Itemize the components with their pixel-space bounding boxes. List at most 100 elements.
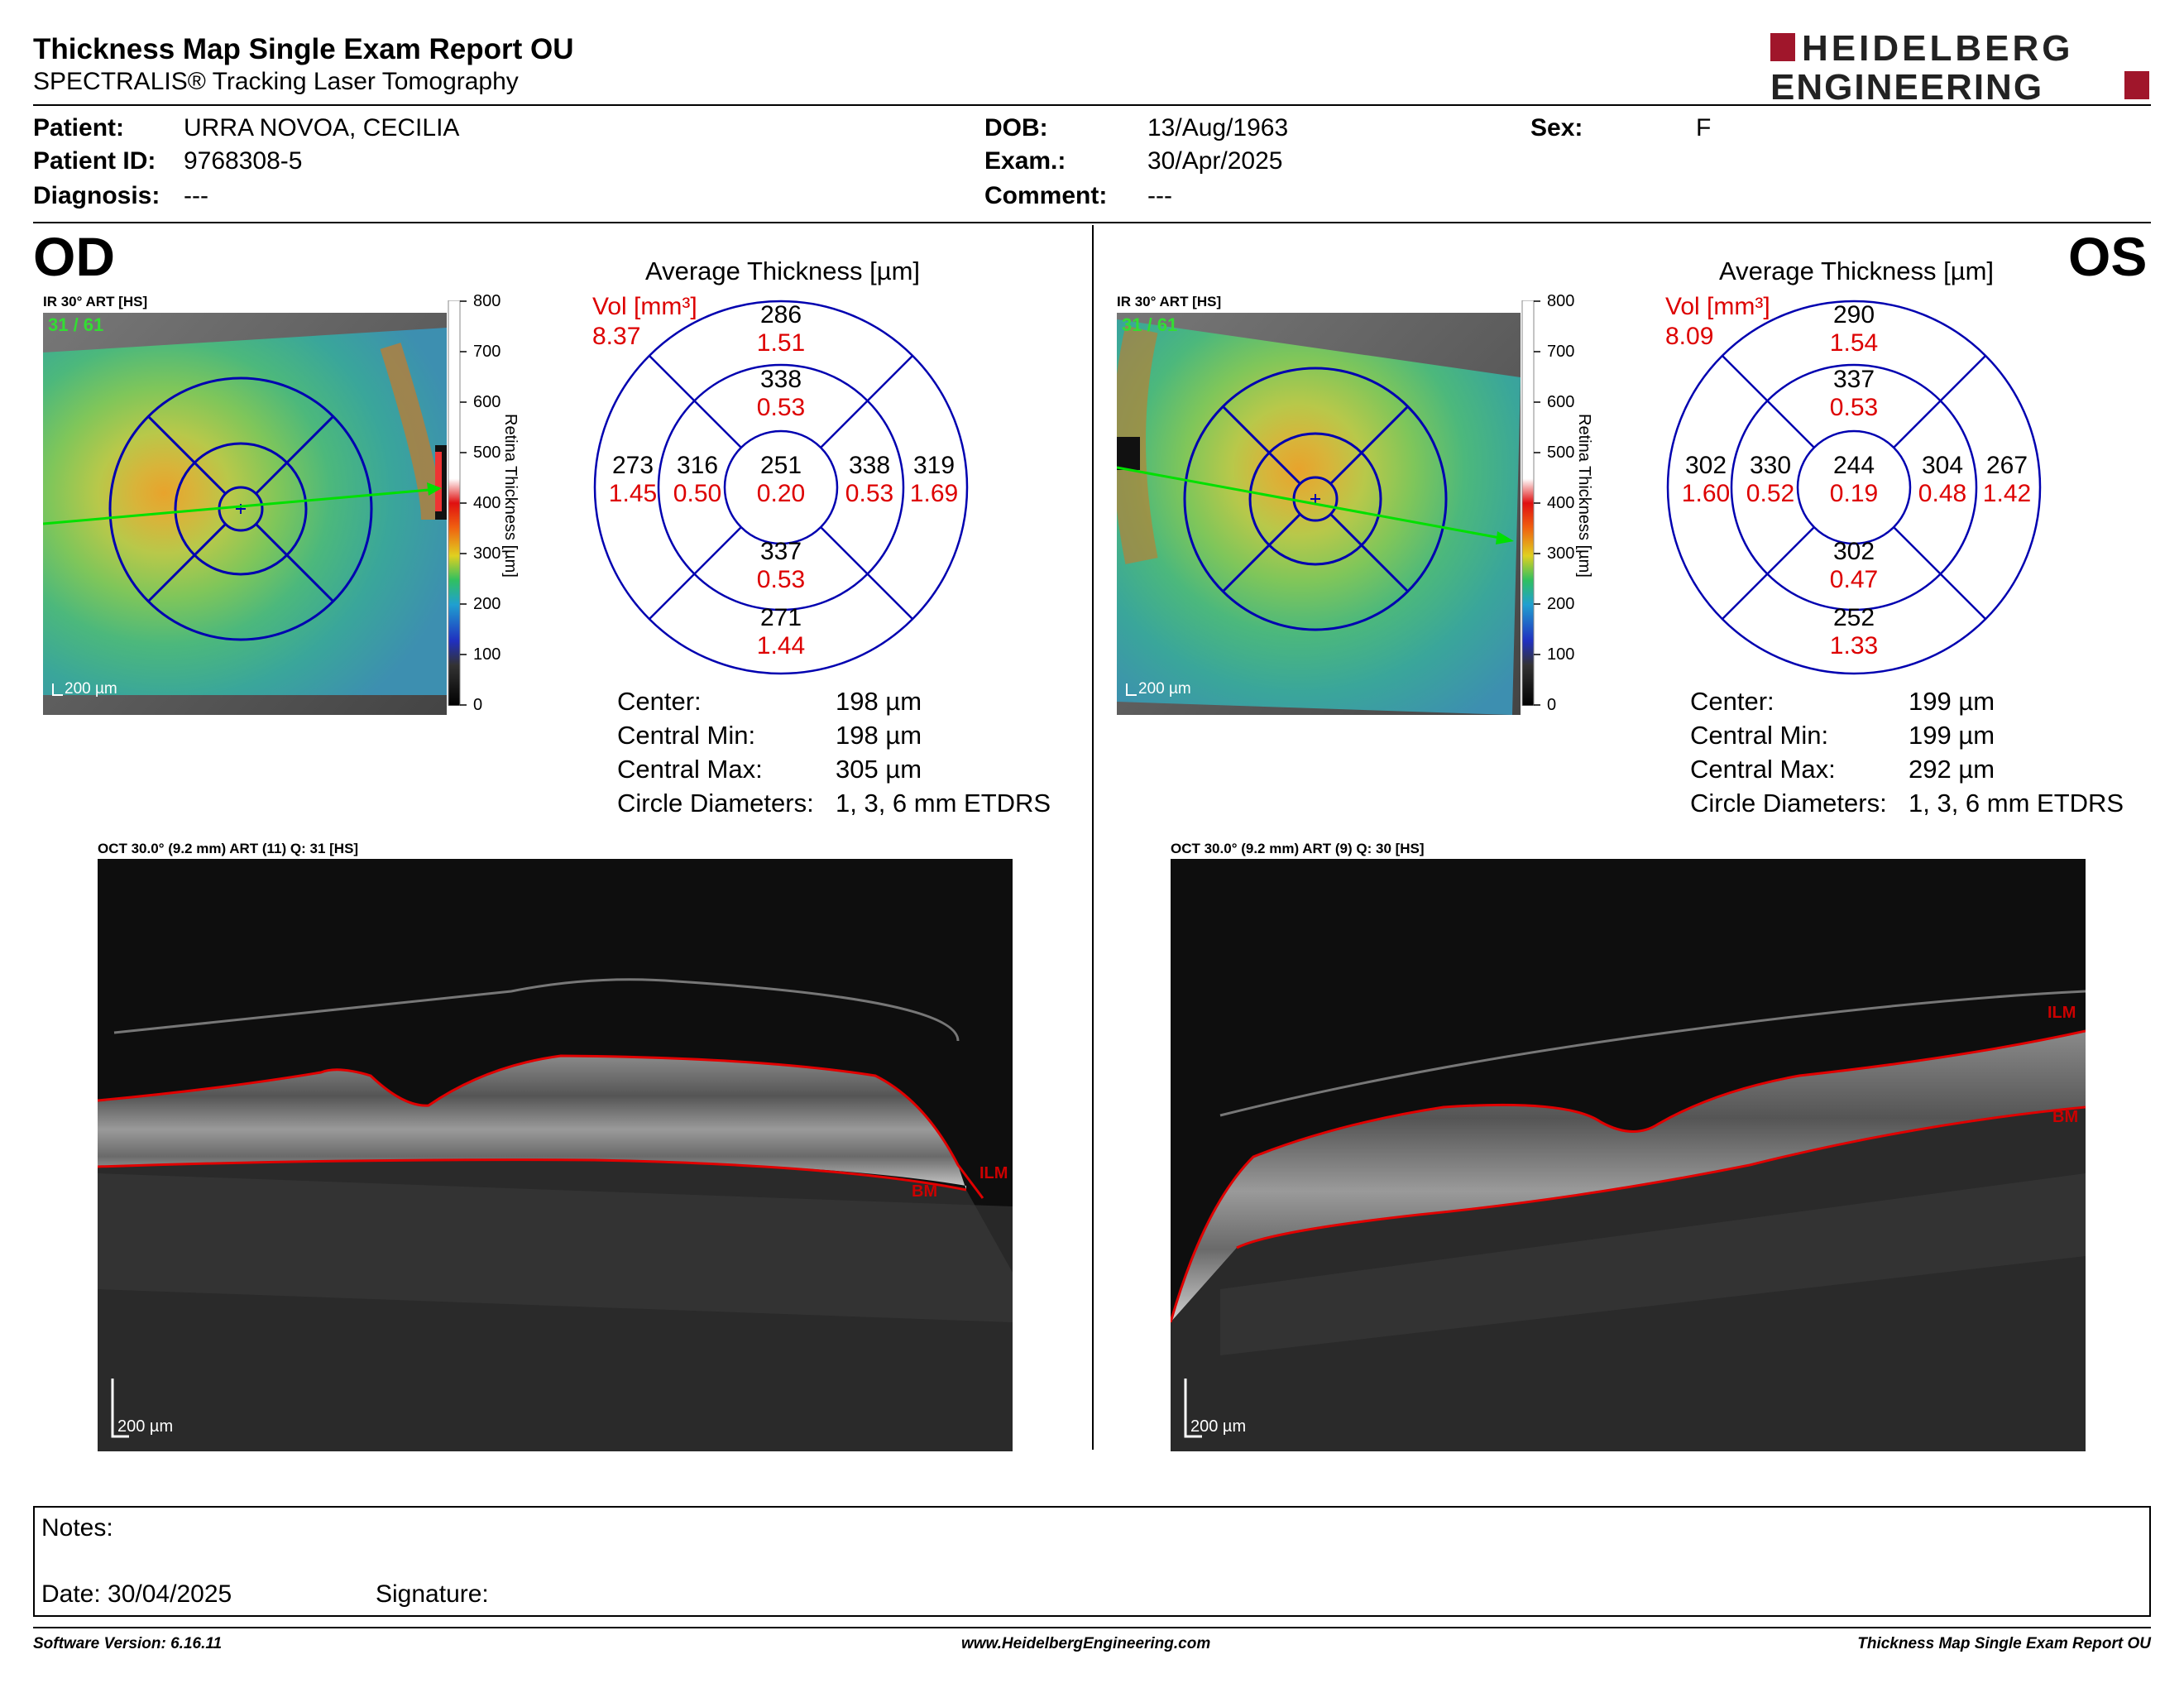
- od-central-min-label: Central Min:: [617, 721, 756, 750]
- patient-id: 9768308-5: [184, 147, 303, 175]
- od-vol-total: 8.37: [592, 323, 641, 350]
- od-outer-inferior: 271 1.44: [756, 604, 806, 659]
- od-inner-superior: 338 0.53: [756, 366, 806, 421]
- os-ir-label: IR 30° ART [HS]: [1117, 294, 1222, 309]
- os-eye-label: OS: [2068, 226, 2148, 287]
- od-colorbar-title: Retina Thickness [µm]: [501, 414, 520, 578]
- od-inner-nasal: 338 0.53: [845, 452, 894, 507]
- od-central-min-value: 198 µm: [836, 721, 922, 750]
- os-circle-diam-label: Circle Diameters:: [1690, 789, 1887, 818]
- os-central-max-value: 292 µm: [1909, 755, 1995, 784]
- exam-label: Exam.:: [984, 147, 1066, 175]
- od-bm-tag: BM: [912, 1182, 937, 1201]
- od-oct-scale: 200 µm: [117, 1417, 173, 1436]
- od-cbar-tick-0: 0: [473, 696, 483, 714]
- od-ir-label: IR 30° ART [HS]: [43, 294, 148, 309]
- os-outer-superior: 290 1.54: [1829, 301, 1879, 357]
- od-center-label: Center:: [617, 687, 702, 716]
- od-central-max-label: Central Max:: [617, 755, 763, 784]
- report-title: Thickness Map Single Exam Report OU: [33, 33, 574, 65]
- os-cbar-tick-600: 600: [1547, 393, 1575, 411]
- comment-label: Comment:: [984, 182, 1108, 209]
- od-oct-bscan: ILM BM 200 µm: [98, 859, 1013, 1451]
- exam-date: 30/Apr/2025: [1147, 147, 1283, 175]
- os-vol-label: Vol [mm³]: [1665, 293, 1770, 320]
- os-cbar-tick-300: 300: [1547, 544, 1575, 563]
- od-cbar-tick-100: 100: [473, 645, 501, 664]
- heidelberg-logo: HEIDELBERG ENGINEERING: [1770, 28, 2151, 108]
- os-quality-score: 31 / 61: [1122, 314, 1177, 335]
- notes-signature-label: Signature:: [376, 1580, 489, 1608]
- dob-label: DOB:: [984, 114, 1048, 141]
- os-central-max-label: Central Max:: [1690, 755, 1836, 784]
- notes-date: Date: 30/04/2025: [41, 1580, 232, 1608]
- od-fundus-thickness-map: 31 / 61 200 µm: [43, 313, 447, 715]
- os-cbar-tick-700: 700: [1547, 343, 1575, 361]
- os-outer-inferior: 252 1.33: [1829, 604, 1879, 659]
- diagnosis-value: ---: [184, 182, 208, 209]
- od-cbar-tick-800: 800: [473, 292, 501, 310]
- os-vol-total: 8.09: [1665, 323, 1714, 350]
- od-inner-inferior: 337 0.53: [756, 538, 806, 593]
- os-oct-label: OCT 30.0° (9.2 mm) ART (9) Q: 30 [HS]: [1171, 841, 1425, 856]
- od-cbar-tick-700: 700: [473, 343, 501, 361]
- os-avg-thickness-title: Average Thickness [µm]: [1718, 257, 1995, 285]
- od-oct-label: OCT 30.0° (9.2 mm) ART (11) Q: 31 [HS]: [98, 841, 359, 856]
- footer-divider: [33, 1627, 2151, 1628]
- os-inner-temporal: 330 0.52: [1746, 452, 1795, 507]
- od-inner-temporal: 316 0.50: [673, 452, 722, 507]
- od-colorbar: [447, 300, 472, 710]
- od-ilm-tag: ILM: [979, 1164, 1008, 1182]
- od-fundus-scale: 200 µm: [65, 680, 117, 698]
- sex-label: Sex:: [1530, 114, 1583, 141]
- od-cbar-tick-400: 400: [473, 494, 501, 512]
- os-circle-diam-value: 1, 3, 6 mm ETDRS: [1909, 789, 2124, 818]
- os-cbar-tick-400: 400: [1547, 494, 1575, 512]
- os-etdrs-grid: [1666, 300, 2042, 679]
- os-outer-nasal: 267 1.42: [1982, 452, 2032, 507]
- footer-report-name: Thickness Map Single Exam Report OU: [1857, 1635, 2151, 1652]
- od-center-subfield: 251 0.20: [756, 452, 806, 507]
- od-avg-thickness-title: Average Thickness [µm]: [644, 257, 921, 285]
- software-version: Software Version: 6.16.11: [33, 1635, 223, 1652]
- info-divider: [33, 222, 2151, 223]
- os-inner-inferior: 302 0.47: [1829, 538, 1879, 593]
- report-subtitle: SPECTRALIS® Tracking Laser Tomography: [33, 68, 519, 95]
- od-circle-diam-value: 1, 3, 6 mm ETDRS: [836, 789, 1051, 818]
- os-center-value: 199 µm: [1909, 687, 1995, 716]
- os-center-label: Center:: [1690, 687, 1774, 716]
- os-cbar-tick-0: 0: [1547, 696, 1557, 714]
- od-vol-label: Vol [mm³]: [592, 293, 697, 320]
- os-central-min-value: 199 µm: [1909, 721, 1995, 750]
- od-center-value: 198 µm: [836, 687, 922, 716]
- od-etdrs-grid: [593, 300, 969, 679]
- os-ilm-tag: ILM: [2048, 1004, 2076, 1022]
- eye-divider: [1092, 225, 1094, 1450]
- diagnosis-label: Diagnosis:: [33, 182, 160, 209]
- os-inner-superior: 337 0.53: [1829, 366, 1879, 421]
- os-cbar-tick-500: 500: [1547, 444, 1575, 462]
- od-outer-nasal: 319 1.69: [909, 452, 959, 507]
- dob-value: 13/Aug/1963: [1147, 114, 1289, 141]
- patient-id-label: Patient ID:: [33, 147, 156, 175]
- os-fundus-thickness-map: 31 / 61 200 µm: [1117, 313, 1521, 715]
- os-fundus-scale: 200 µm: [1138, 680, 1191, 698]
- os-colorbar-title: Retina Thickness [µm]: [1575, 414, 1593, 578]
- os-cbar-tick-100: 100: [1547, 645, 1575, 664]
- od-outer-temporal: 273 1.45: [608, 452, 658, 507]
- os-colorbar: [1521, 300, 1545, 710]
- od-cbar-tick-600: 600: [473, 393, 501, 411]
- logo-line2: ENGINEERING: [1770, 67, 2043, 104]
- os-cbar-tick-200: 200: [1547, 595, 1575, 613]
- os-oct-scale: 200 µm: [1190, 1417, 1246, 1436]
- logo-line1: HEIDELBERG: [1802, 30, 2073, 69]
- os-bm-tag: BM: [2052, 1108, 2078, 1126]
- od-eye-label: OD: [33, 226, 115, 287]
- notes-box[interactable]: Notes: Date: 30/04/2025 Signature:: [33, 1506, 2151, 1617]
- website-link[interactable]: www.HeidelbergEngineering.com: [961, 1635, 1211, 1652]
- od-outer-superior: 286 1.51: [756, 301, 806, 357]
- os-oct-bscan: ILM BM 200 µm: [1171, 859, 2086, 1451]
- od-quality-score: 31 / 61: [48, 314, 103, 335]
- os-inner-nasal: 304 0.48: [1918, 452, 1967, 507]
- os-outer-temporal: 302 1.60: [1681, 452, 1731, 507]
